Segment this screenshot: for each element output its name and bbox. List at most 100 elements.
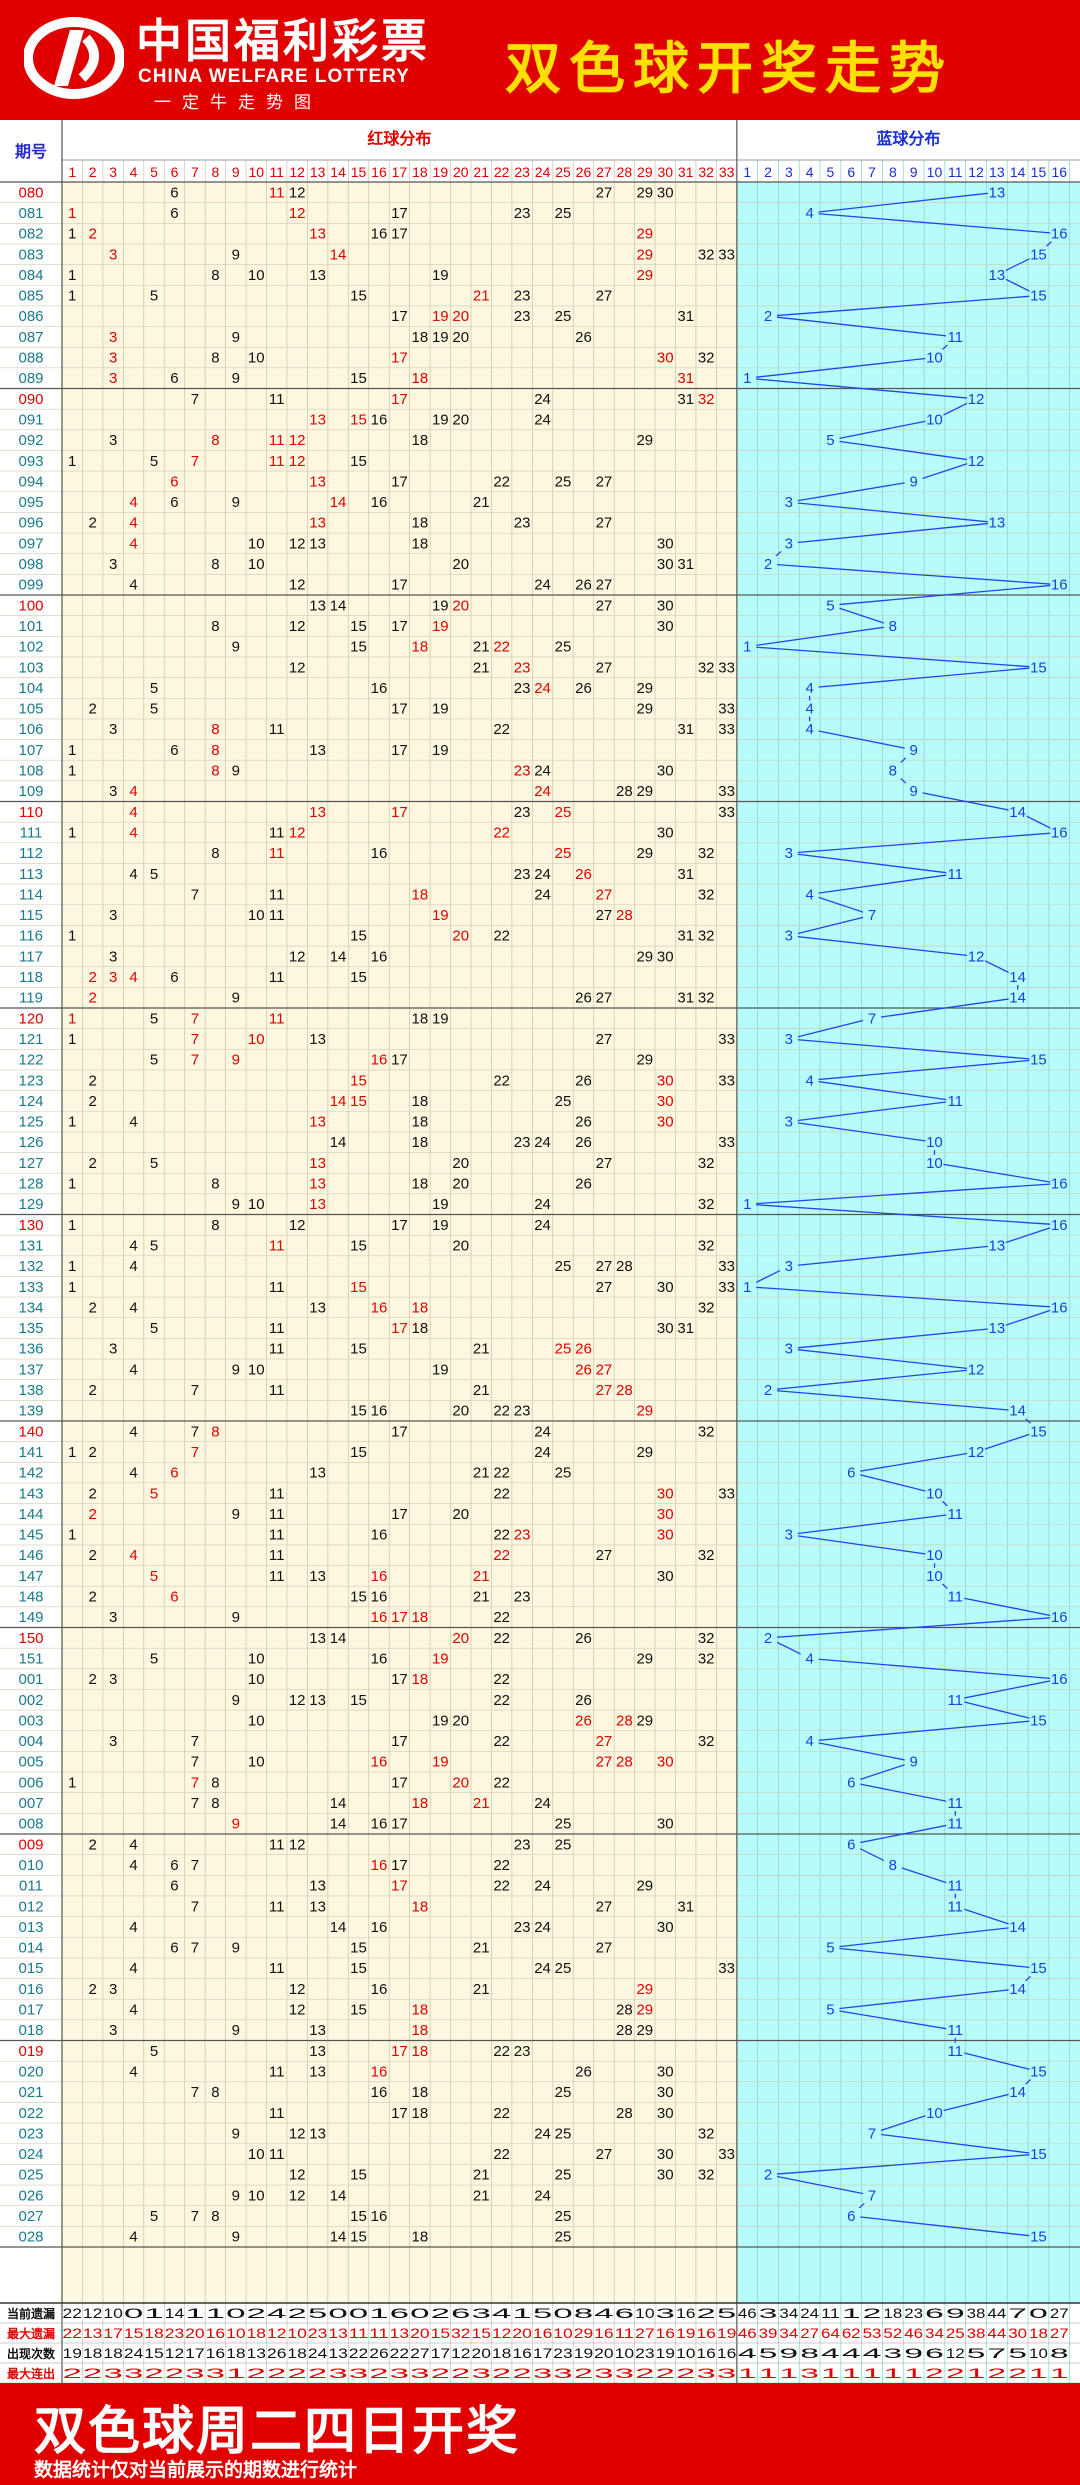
red-ball-number: 29 [636, 1878, 653, 1895]
blue-stat-value: 2 [863, 2305, 882, 2321]
red-stat-value: 20 [472, 2345, 492, 2361]
red-ball-number: 22 [493, 2146, 510, 2163]
blue-number-bg [779, 1526, 798, 1543]
blue-ball-number: 14 [1009, 2084, 1026, 2101]
red-ball-number: 14 [330, 1816, 347, 1833]
blue-numbers: 1341615131521110112105129313321658115444… [738, 184, 1069, 2246]
red-ball-number: 27 [596, 1940, 613, 1957]
red-ball-number: 30 [657, 184, 674, 201]
red-ball-number: 18 [412, 370, 429, 387]
red-ball-number: 21 [473, 1795, 490, 1812]
red-ball-number: 2 [89, 1382, 97, 1399]
red-ball-number: 30 [657, 948, 674, 965]
blue-ball-number: 7 [868, 1010, 876, 1027]
red-ball-number: 25 [555, 205, 572, 222]
red-ball-number: 5 [150, 680, 158, 697]
red-ball-number: 12 [289, 184, 306, 201]
red-ball-number: 23 [514, 1919, 531, 1936]
period-number: 147 [18, 1568, 43, 1585]
red-ball-number: 19 [432, 411, 449, 428]
red-ball-number: 13 [309, 1630, 326, 1647]
red-ball-number: 9 [232, 246, 240, 263]
red-ball-number: 18 [412, 1671, 429, 1688]
red-ball-number: 9 [232, 1052, 240, 1069]
red-ball-number: 13 [309, 1031, 326, 1048]
red-ball-number: 33 [718, 1960, 735, 1977]
red-ball-number: 32 [698, 990, 715, 1007]
red-ball-number: 1 [68, 1444, 76, 1461]
red-stat-value: 2 [369, 2365, 389, 2381]
red-column-number: 13 [310, 164, 326, 180]
red-ball-number: 18 [412, 329, 429, 346]
red-ball-number: 4 [129, 1237, 137, 1254]
blue-number-bg [800, 721, 819, 738]
period-number: 118 [19, 969, 43, 986]
red-ball-number: 17 [391, 1857, 408, 1874]
red-ball-number: 20 [452, 597, 469, 614]
red-stat-value: 6 [451, 2305, 471, 2321]
red-ball-number: 16 [371, 1857, 388, 1874]
blue-number-bg [1008, 969, 1027, 986]
red-stat-value: 17 [431, 2345, 451, 2361]
red-ball-number: 24 [534, 1196, 551, 1213]
red-stat-value: 2 [635, 2365, 655, 2381]
red-ball-number: 13 [309, 2063, 326, 2080]
blue-number-bg [821, 1939, 840, 1956]
red-ball-number: 14 [330, 948, 347, 965]
red-ball-number: 11 [269, 1010, 285, 1027]
logo-english-text: CHINA WELFARE LOTTERY [138, 66, 410, 87]
lottery-logo-icon [24, 17, 124, 99]
red-ball-number: 4 [129, 2229, 137, 2246]
red-ball-number: 24 [534, 680, 551, 697]
period-number: 145 [18, 1527, 43, 1544]
red-ball-number: 23 [514, 2043, 531, 2060]
blue-column-number: 5 [827, 164, 835, 180]
red-ball-number: 23 [514, 763, 531, 780]
red-ball-number: 4 [129, 804, 137, 821]
red-stat-value: 2 [144, 2365, 164, 2381]
red-ball-number: 33 [718, 2146, 735, 2163]
red-ball-number: 19 [432, 597, 449, 614]
red-ball-number: 7 [191, 453, 199, 470]
blue-stat-value: 3 [800, 2365, 819, 2381]
red-ball-number: 4 [129, 1299, 137, 1316]
red-ball-number: 4 [129, 783, 137, 800]
blue-ball-number: 1 [743, 1279, 751, 1296]
red-ball-number: 18 [412, 1176, 429, 1193]
blue-number-bg [863, 907, 882, 924]
red-ball-number: 16 [371, 1609, 388, 1626]
red-ball-number: 9 [232, 329, 240, 346]
red-stat-value: 3 [124, 2365, 144, 2381]
red-ball-number: 8 [211, 267, 219, 284]
red-ball-number: 31 [677, 391, 694, 408]
red-ball-number: 33 [718, 804, 735, 821]
red-ball-number: 32 [698, 1237, 715, 1254]
blue-number-bg [946, 328, 965, 345]
red-stat-value: 20 [185, 2325, 205, 2341]
blue-stat-value: 6 [925, 2345, 944, 2361]
red-ball-number: 11 [269, 432, 285, 449]
blue-ball-number: 1 [743, 1196, 751, 1213]
red-ball-number: 22 [493, 1630, 510, 1647]
blue-ball-number: 1 [743, 639, 751, 656]
red-ball-number: 11 [269, 1485, 285, 1502]
red-ball-number: 23 [514, 1589, 531, 1606]
blue-ball-number: 16 [1051, 1671, 1068, 1688]
red-ball-number: 27 [596, 1361, 613, 1378]
blue-stat-value: 46 [904, 2325, 923, 2341]
blue-number-bg [738, 1278, 757, 1295]
red-stat-value: 2 [451, 2365, 471, 2381]
red-ball-number: 32 [698, 246, 715, 263]
red-ball-number: 18 [412, 2105, 429, 2122]
red-ball-number: 16 [371, 2084, 388, 2101]
red-ball-number: 16 [371, 2208, 388, 2225]
red-ball-number: 21 [473, 1465, 490, 1482]
stats-row: 当前遗漏 22 12 10 0 1 14 1 1 0 2 4 2 5 0 0 1 6 0 2 6 3 4 1 5 0 8 4 6 10 3 1… [0, 2305, 1080, 2324]
red-ball-number: 17 [391, 308, 408, 325]
red-ball-number: 10 [248, 1671, 265, 1688]
red-ball-number: 27 [596, 1258, 613, 1275]
red-ball-number: 25 [555, 308, 572, 325]
red-ball-number: 18 [412, 2043, 429, 2060]
red-ball-number: 1 [68, 1010, 76, 1027]
red-ball-number: 23 [514, 680, 531, 697]
